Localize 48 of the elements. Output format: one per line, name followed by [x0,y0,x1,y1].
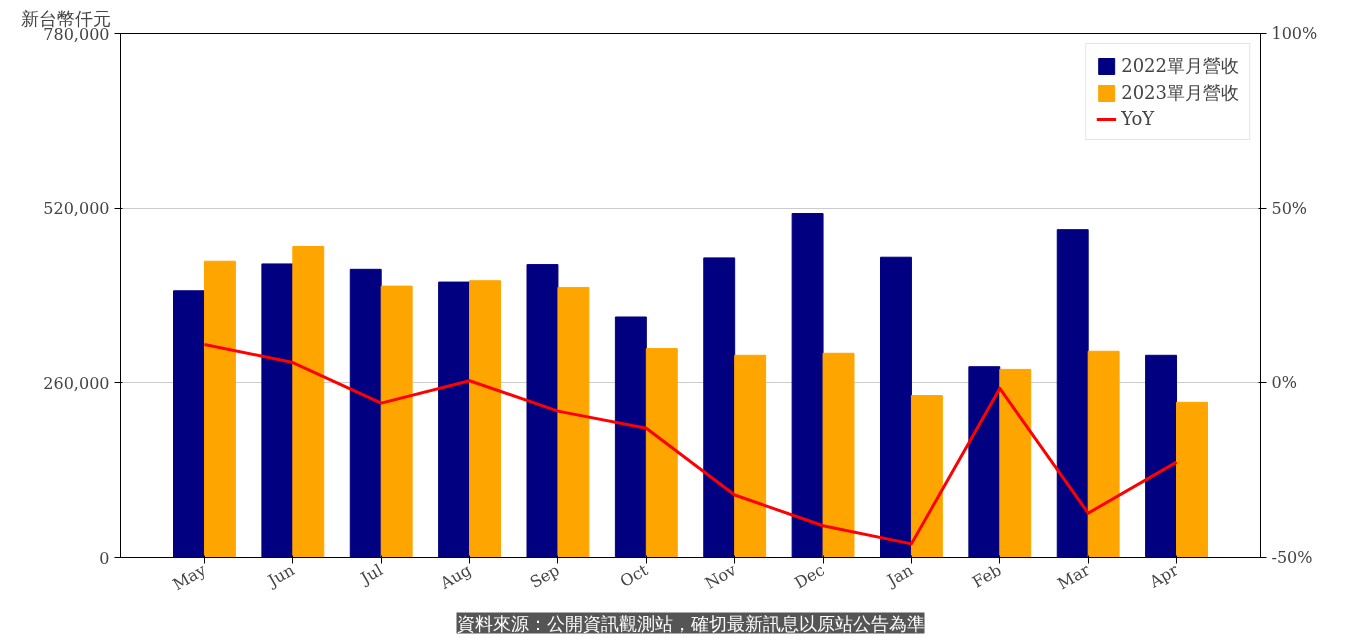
x-tick-label: Mar [1054,560,1094,594]
bar [999,368,1032,558]
x-tick-label: Oct [616,559,652,591]
x-tick-label: May [169,560,210,595]
x-tick-label: Aug [436,560,475,594]
bar [734,354,767,558]
bar [968,366,1001,558]
bar [614,316,647,558]
x-tick-label: Feb [969,560,1005,592]
x-tick-label: Sep [526,560,563,593]
x-tick-label: Jun [262,560,298,592]
bar [880,256,912,558]
bar [469,280,501,558]
legend-label: 2023單月營收 [1121,81,1239,105]
bar [349,268,382,558]
bar [526,264,559,558]
y2-tick-label: 0% [1271,373,1297,393]
x-tick-label: Apr [1145,560,1182,592]
y-tick-label: 0 [99,548,110,568]
bar [173,290,205,558]
x-tick-label: Dec [791,560,828,593]
bar [1056,229,1089,558]
bar [261,263,294,558]
bar [292,245,325,558]
bar [703,257,736,558]
y-tick-label: 520,000 [43,199,110,219]
bar [645,348,678,558]
y2-tick-label: 100% [1271,24,1318,43]
y-tick-label: 260,000 [43,373,110,393]
bar [380,285,413,558]
bar [1145,354,1178,558]
bar [203,260,236,558]
x-tick-label: Nov [701,560,740,594]
bar [557,286,590,558]
bar [1087,350,1120,558]
bar [910,395,943,558]
legend-label: 2022單月營收 [1121,54,1239,78]
source-note: 資料來源：公開資訊觀測站，確切最新訊息以原站公告為準 [456,612,925,634]
legend-label: YoY [1121,108,1155,129]
bar [791,213,824,558]
bar [438,281,471,558]
bar [822,352,855,558]
bar [1176,401,1208,558]
line-series [202,342,1179,546]
x-tick-label: Jan [882,560,917,591]
y2-tick-label: -50% [1271,548,1313,567]
y2-tick-label: 50% [1271,198,1308,218]
x-tick-label: Jul [355,560,386,589]
